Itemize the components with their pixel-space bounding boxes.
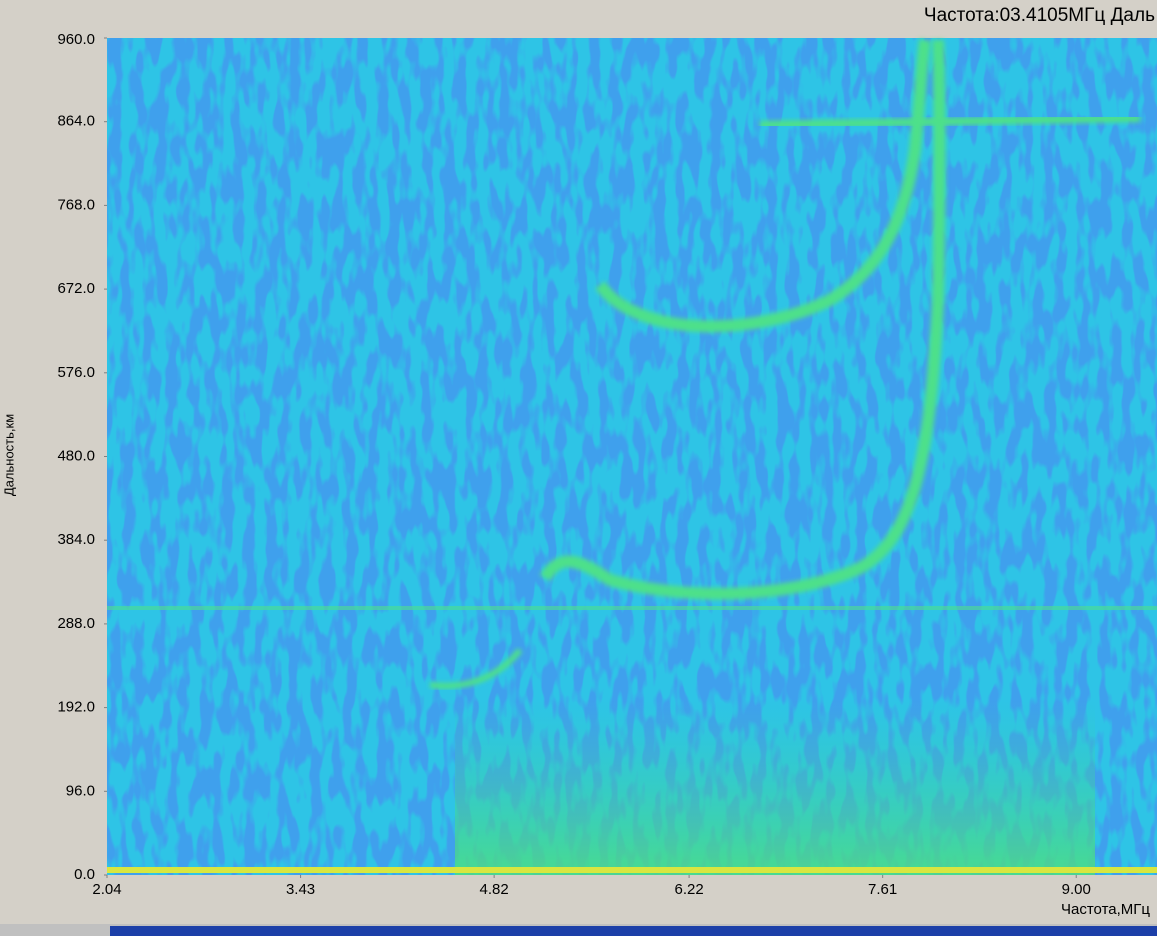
x-tick-label: 6.22: [674, 881, 703, 898]
small-trace: [429, 648, 523, 689]
plot-area: [107, 38, 1157, 875]
x-tick-label: 7.61: [868, 881, 897, 898]
progress-bar: [110, 926, 1157, 936]
title: Частота:03.4105МГц Даль: [924, 5, 1155, 26]
y-tick-label: 672.0: [57, 280, 95, 297]
y-tick-label: 960.0: [57, 31, 95, 48]
x-tick-label: 2.04: [92, 881, 121, 898]
y-axis-label: Дальность,км: [1, 414, 16, 496]
y-tick-label: 192.0: [57, 699, 95, 716]
y-tick-label: 768.0: [57, 196, 95, 213]
x-axis-label: Частота,МГц: [1061, 901, 1150, 918]
y-tick-label: 480.0: [57, 447, 95, 464]
y-tick-label: 384.0: [57, 531, 95, 548]
floor-glow: [455, 700, 1095, 875]
x-tick-label: 3.43: [286, 881, 315, 898]
x-tick-label: 9.00: [1062, 881, 1091, 898]
y-tick-label: 96.0: [66, 782, 95, 799]
y-tick-label: 288.0: [57, 615, 95, 632]
traces: [107, 38, 1157, 875]
y-tick-label: 864.0: [57, 113, 95, 130]
lower-trace: [539, 39, 946, 600]
y-tick-label: 576.0: [57, 364, 95, 381]
y-tick-label: 0.0: [74, 866, 95, 883]
upper-trace: [595, 39, 931, 333]
x-tick-label: 4.82: [480, 881, 509, 898]
